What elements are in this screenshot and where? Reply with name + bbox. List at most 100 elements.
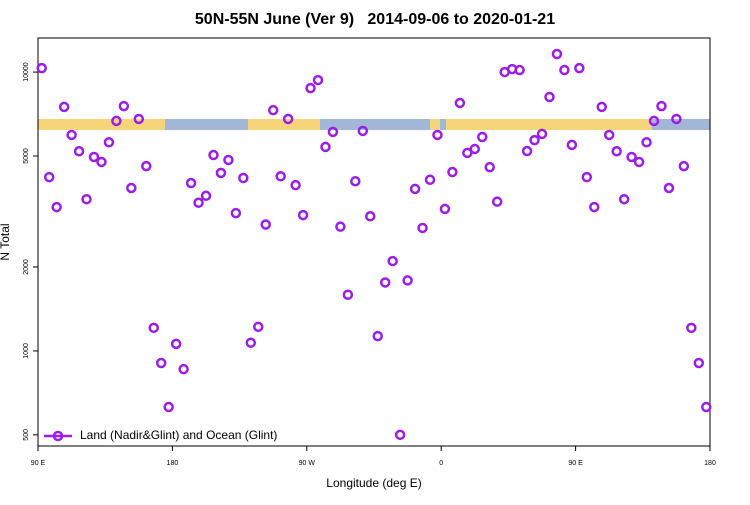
point (66, 129, 77, 141)
point (477, 131, 488, 143)
point (223, 154, 234, 166)
point (245, 337, 257, 348)
point (96, 156, 107, 168)
point (618, 193, 630, 205)
point (417, 222, 428, 234)
point (133, 113, 145, 125)
plot-frame (37, 37, 711, 447)
y-tick-label: 500 (23, 429, 30, 441)
point (350, 175, 361, 187)
point (574, 62, 585, 74)
point (193, 197, 204, 208)
point (141, 160, 152, 172)
point (335, 221, 346, 232)
point (297, 209, 309, 221)
y-tick-label: 2000 (23, 259, 30, 275)
point (103, 137, 115, 148)
chart-title: 50N-55N June (Ver 9) 2014-09-06 to 2020-… (195, 11, 555, 28)
point (230, 207, 242, 219)
point (305, 82, 316, 94)
x-tick-label: 180 (167, 460, 179, 467)
point (163, 401, 174, 413)
point (275, 171, 286, 182)
point (484, 161, 495, 173)
point (81, 193, 92, 205)
point (312, 74, 324, 86)
point (36, 62, 47, 74)
point (663, 182, 675, 194)
land-strip (38, 119, 165, 130)
point (559, 64, 570, 76)
point (432, 129, 443, 141)
point (521, 145, 533, 157)
point (357, 125, 369, 137)
ocean-strip (38, 119, 710, 130)
point (439, 203, 451, 215)
point (581, 171, 593, 183)
point (544, 91, 555, 103)
point (566, 139, 578, 151)
point (387, 255, 398, 267)
point (148, 322, 159, 334)
y-tick-label: 10000 (23, 62, 30, 82)
point (529, 134, 540, 146)
point (409, 183, 421, 195)
point (379, 277, 391, 288)
point (693, 357, 705, 369)
y-tick-label: 1000 (23, 343, 30, 359)
legend-label: Land (Nadir&Glint) and Ocean (Glint) (80, 428, 277, 442)
point (491, 196, 503, 207)
point (402, 275, 413, 286)
y-tick-label: 5000 (23, 148, 30, 164)
point (88, 151, 100, 163)
land-strip (248, 119, 320, 130)
land-strip (430, 119, 440, 130)
point (185, 177, 197, 189)
point (200, 190, 212, 202)
land-strip (446, 119, 652, 130)
point (327, 126, 339, 138)
point (424, 174, 436, 186)
point (118, 100, 130, 112)
point (596, 101, 607, 113)
point (58, 101, 70, 113)
point (551, 48, 563, 60)
point (320, 141, 331, 153)
point (208, 149, 219, 161)
point (372, 330, 383, 342)
x-tick-label: 90 E (568, 460, 583, 467)
point (290, 179, 301, 191)
point (648, 115, 660, 127)
point (454, 97, 466, 109)
point (126, 182, 137, 194)
legend-marker (52, 430, 64, 442)
point (656, 100, 667, 112)
x-tick-label: 90 W (299, 460, 316, 467)
point (111, 115, 122, 127)
point (626, 151, 637, 163)
surface-strip (38, 119, 710, 130)
point (394, 429, 406, 441)
point (641, 137, 652, 148)
point (43, 171, 55, 183)
point (469, 143, 481, 155)
point (462, 147, 473, 159)
point (170, 338, 182, 350)
point (603, 129, 615, 141)
x-tick-label: 90 E (31, 460, 46, 467)
point (260, 219, 271, 230)
point (611, 146, 622, 157)
point (267, 104, 279, 116)
y-axis-label: N Total (0, 223, 12, 260)
x-tick-label: 0 (439, 460, 443, 467)
point (589, 201, 600, 213)
x-axis-label: Longitude (deg E) (326, 476, 421, 490)
point (365, 211, 376, 222)
point (701, 401, 712, 413)
point (178, 363, 189, 375)
point (633, 156, 645, 168)
point (671, 113, 682, 125)
point (447, 166, 458, 178)
point (253, 321, 264, 333)
